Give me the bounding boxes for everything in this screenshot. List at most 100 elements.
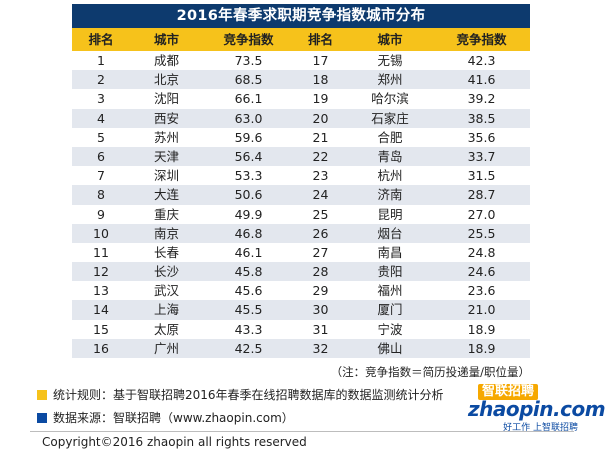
- cell-rank-left: 8: [97, 187, 105, 203]
- cell-index-left: 59.6: [234, 129, 263, 145]
- cell-index-left: 45.5: [234, 302, 263, 318]
- copyright-text: Copyright©2016 zhaopin all rights reserv…: [42, 435, 307, 449]
- cell-rank-left: 14: [93, 302, 109, 318]
- cell-rank-right: 27: [312, 244, 329, 260]
- cell-index-left: 45.8: [234, 264, 263, 280]
- cell-city-right: 石家庄: [371, 110, 409, 126]
- cell-index-left: 49.9: [234, 206, 263, 222]
- table-row: 10 南京 46.8 26 烟台 25.5: [72, 223, 530, 243]
- cell-index-right: 27.0: [467, 206, 496, 222]
- cell-index-right: 39.2: [467, 91, 496, 107]
- cell-rank-left: 12: [93, 264, 109, 280]
- cell-rank-right: 26: [312, 225, 329, 241]
- table-row: 4 西安 63.0 20 石家庄 38.5: [72, 108, 530, 128]
- cell-rank-left: 13: [93, 283, 109, 299]
- cell-city-left: 北京: [153, 72, 179, 88]
- blue-square-icon: [37, 412, 47, 423]
- cell-rank-right: 30: [312, 302, 329, 318]
- cell-rank-right: 28: [312, 264, 329, 280]
- legend-rule-text: 统计规则：基于智联招聘2016年春季在线招聘数据库的数据监测统计分析: [53, 388, 444, 402]
- cell-city-left: 太原: [153, 321, 179, 337]
- cell-city-right: 贵阳: [377, 264, 403, 280]
- cell-index-right: 35.6: [467, 129, 496, 145]
- cell-index-right: 23.6: [467, 283, 496, 299]
- header-index-1: 竞争指数: [223, 32, 274, 47]
- cell-index-left: 68.5: [234, 72, 263, 88]
- cell-city-right: 合肥: [377, 129, 403, 145]
- header-index-2: 竞争指数: [456, 32, 507, 47]
- cell-rank-left: 10: [93, 225, 109, 241]
- cell-city-left: 天津: [153, 148, 179, 164]
- table-title: 2016年春季求职期竞争指数城市分布: [72, 4, 530, 28]
- cell-rank-right: 21: [312, 129, 329, 145]
- cell-city-left: 沈阳: [153, 91, 179, 107]
- cell-rank-left: 15: [93, 321, 109, 337]
- cell-rank-right: 19: [312, 91, 329, 107]
- cell-city-left: 西安: [153, 110, 179, 126]
- cell-rank-left: 7: [97, 168, 105, 184]
- cell-index-right: 28.7: [467, 187, 496, 203]
- table-row: 9 重庆 49.9 25 昆明 27.0: [72, 205, 530, 224]
- cell-city-right: 烟台: [377, 225, 403, 241]
- cell-rank-left: 5: [97, 129, 105, 145]
- table-row: 8 大连 50.6 24 济南 28.7: [72, 185, 530, 205]
- cell-city-left: 上海: [153, 302, 179, 318]
- cell-index-right: 33.7: [467, 148, 496, 164]
- table-row: 1 成都 73.5 17 无锡 42.3: [72, 51, 530, 70]
- cell-rank-right: 25: [312, 206, 329, 222]
- cell-city-left: 武汉: [153, 283, 179, 299]
- yellow-square-icon: [37, 389, 47, 400]
- cell-city-right: 佛山: [377, 340, 403, 356]
- table-row: 3 沈阳 66.1 19 哈尔滨 39.2: [72, 89, 530, 108]
- table-row: 11 长春 46.1 27 南昌 24.8: [72, 243, 530, 262]
- cell-index-left: 46.1: [234, 244, 263, 260]
- cell-city-right: 厦门: [377, 302, 403, 318]
- cell-index-left: 46.8: [234, 225, 263, 241]
- cell-index-left: 50.6: [234, 187, 263, 203]
- logo-en-text: zhaopin.com: [468, 397, 606, 421]
- cell-index-right: 24.6: [467, 264, 496, 280]
- table-row: 2 北京 68.5 18 郑州 41.6: [72, 70, 530, 90]
- formula-note: （注：竞争指数＝简历投递量/职位量）: [330, 365, 530, 379]
- cell-city-left: 南京: [153, 225, 179, 241]
- header-rank-1: 排名: [88, 32, 114, 47]
- cell-rank-left: 1: [97, 53, 105, 68]
- table-row: 7 深圳 53.3 23 杭州 31.5: [72, 166, 530, 185]
- cell-city-left: 苏州: [153, 129, 179, 145]
- zhaopin-logo: 智联招聘 zhaopin.com 好工作 上智联招聘: [466, 384, 606, 433]
- cell-index-right: 18.9: [467, 340, 496, 356]
- table-row: 12 长沙 45.8 28 贵阳 24.6: [72, 262, 530, 282]
- cell-rank-right: 17: [312, 53, 329, 68]
- cell-rank-right: 18: [312, 72, 329, 88]
- table-row: 6 天津 56.4 22 青岛 33.7: [72, 146, 530, 167]
- table-row: 14 上海 45.5 30 厦门 21.0: [72, 300, 530, 320]
- cell-index-left: 63.0: [234, 110, 263, 126]
- cell-rank-left: 4: [97, 110, 105, 126]
- cell-index-left: 56.4: [234, 148, 263, 164]
- ranking-table: 2016年春季求职期竞争指数城市分布 排名 城市 竞争指数 排名 城市 竞争指数…: [72, 4, 530, 358]
- legend-source-text: 数据来源：智联招聘（www.zhaopin.com）: [53, 411, 294, 425]
- cell-index-left: 73.5: [234, 53, 263, 68]
- cell-rank-left: 9: [97, 206, 105, 222]
- cell-index-right: 24.8: [467, 244, 496, 260]
- cell-city-right: 昆明: [377, 206, 403, 222]
- cell-city-right: 郑州: [377, 72, 403, 88]
- cell-city-right: 哈尔滨: [371, 91, 409, 107]
- header-rank-2: 排名: [307, 32, 333, 47]
- table-row: 5 苏州 59.6 21 合肥 35.6: [72, 128, 530, 147]
- legend-rule: 统计规则：基于智联招聘2016年春季在线招聘数据库的数据监测统计分析: [37, 386, 444, 403]
- cell-city-right: 福州: [377, 283, 403, 299]
- cell-city-left: 重庆: [153, 206, 179, 222]
- cell-rank-right: 29: [312, 283, 329, 299]
- logo-cn-text: 智联招聘: [478, 384, 539, 400]
- cell-rank-right: 20: [312, 110, 329, 126]
- cell-city-left: 长春: [153, 244, 179, 260]
- cell-city-right: 宁波: [377, 321, 403, 337]
- table-row: 15 太原 43.3 31 宁波 18.9: [72, 320, 530, 339]
- cell-index-right: 42.3: [467, 53, 496, 68]
- legend-source: 数据来源：智联招聘（www.zhaopin.com）: [37, 409, 294, 426]
- cell-index-right: 38.5: [467, 110, 496, 126]
- cell-rank-right: 31: [312, 321, 329, 337]
- cell-city-left: 深圳: [153, 168, 179, 184]
- cell-rank-left: 6: [97, 148, 105, 164]
